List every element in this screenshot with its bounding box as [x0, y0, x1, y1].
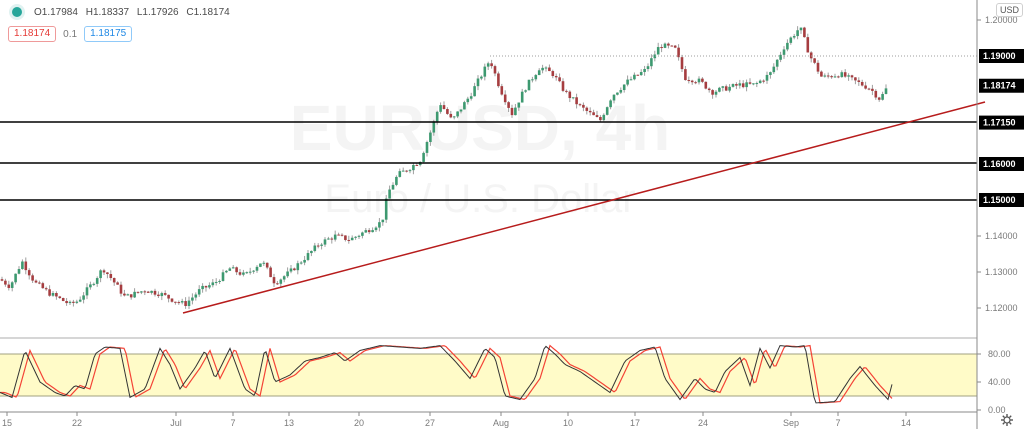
price-tag[interactable]: [979, 115, 1024, 130]
ohlc-values: O1.17984 H1.18337 L1.17926 C1.18174: [34, 7, 235, 18]
time-tick-label: Sep: [783, 418, 799, 428]
time-tick-label: 10: [563, 418, 573, 428]
time-tick-label: 7: [835, 418, 840, 428]
time-tick-label: 22: [72, 418, 82, 428]
stoch-tick-label: 80.00: [988, 349, 1011, 359]
stochastic-series: [0, 344, 893, 404]
currency-badge[interactable]: USD: [996, 3, 1024, 17]
price-tag[interactable]: [979, 49, 1024, 63]
stoch-tick-label: 0.00: [988, 405, 1006, 415]
watermark-symbol: EURUSD, 4h: [290, 92, 671, 164]
time-axis[interactable]: 15 22 Jul 7 13 20 27 Aug 10 17 24 Sep 7 14: [2, 412, 911, 428]
price-tag-label: 1.19000: [983, 51, 1016, 61]
price-axis[interactable]: 1.20000 1.14000 1.13000 1.12000 1.19000 1.181…: [977, 15, 1024, 313]
price-tag[interactable]: [979, 193, 1024, 207]
time-tick-label: Aug: [493, 418, 509, 428]
price-tag-label: 1.18174: [983, 81, 1016, 91]
stoch-k-line: [0, 345, 893, 404]
time-tick-label: 17: [630, 418, 640, 428]
time-tick-label: 27: [425, 418, 435, 428]
time-tick-label: 24: [698, 418, 708, 428]
spread-value: 0.1: [63, 28, 78, 40]
price-tag[interactable]: [979, 78, 1024, 93]
price-tick-label: 1.12000: [985, 303, 1018, 313]
ascending-trendline[interactable]: [182, 101, 986, 314]
stoch-overbought-oversold-band: [0, 354, 977, 396]
price-tag[interactable]: [979, 157, 1024, 171]
open-value: O1.17984: [34, 6, 78, 18]
price-tick-label: 1.20000: [985, 15, 1018, 25]
watermark-description: Euro / U.S. Dollar: [324, 177, 635, 221]
time-tick-label: 7: [230, 418, 235, 428]
price-tick-label: 1.14000: [985, 231, 1018, 241]
price-tick-label: 1.13000: [985, 267, 1018, 277]
buy-price-button[interactable]: 1.18175: [84, 26, 133, 42]
low-value: L1.17926: [136, 6, 179, 18]
price-tag-label: 1.16000: [983, 159, 1016, 169]
candlestick-series: [0, 26, 888, 309]
price-tag-label: 1.15000: [983, 195, 1016, 205]
gear-icon[interactable]: [1000, 413, 1014, 427]
time-tick-label: 13: [284, 418, 294, 428]
high-value: H1.18337: [85, 6, 130, 18]
time-tick-label: 15: [2, 418, 12, 428]
market-status-icon[interactable]: [12, 7, 22, 17]
stoch-d-line: [0, 344, 893, 404]
time-tick-label: 20: [354, 418, 364, 428]
time-tick-label: 14: [901, 418, 911, 428]
close-value: C1.18174: [186, 6, 230, 18]
sell-price-button[interactable]: 1.18174: [8, 26, 57, 42]
stochastic-axis[interactable]: 80.00 40.00 0.00: [977, 349, 1011, 415]
time-tick-label: Jul: [170, 418, 182, 428]
stoch-tick-label: 40.00: [988, 377, 1011, 387]
price-tag-label: 1.17150: [983, 118, 1016, 128]
ohlc-legend: O1.17984 H1.18337 L1.17926 C1.18174 1.18…: [8, 4, 235, 42]
